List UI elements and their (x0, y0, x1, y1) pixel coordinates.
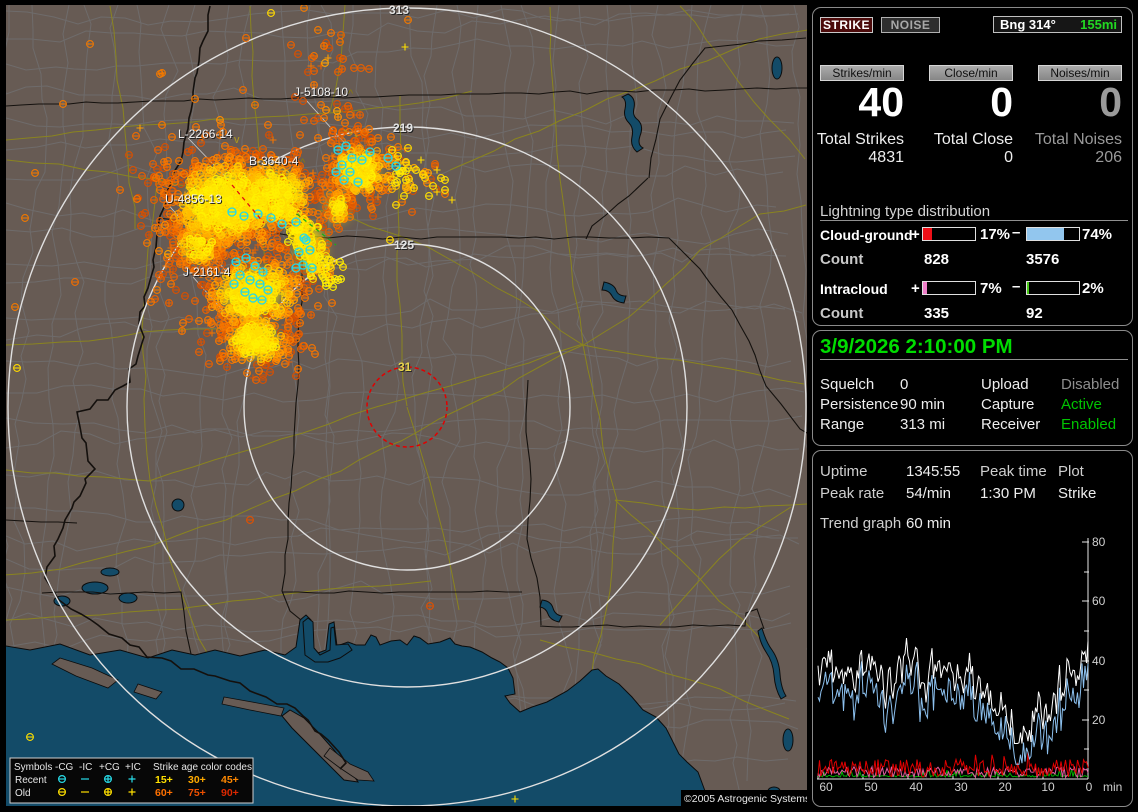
svg-text:J-2161-4: J-2161-4 (183, 265, 231, 279)
svg-text:Old: Old (15, 788, 31, 799)
svg-text:40: 40 (1092, 654, 1106, 668)
svg-text:219: 219 (394, 122, 414, 136)
svg-text:U-4856-13: U-4856-13 (165, 192, 222, 206)
svg-text:313: 313 (390, 5, 410, 18)
svg-text:L-2266-14: L-2266-14 (179, 128, 234, 142)
svg-text:31: 31 (399, 361, 413, 375)
svg-text:Strike age color codes: Strike age color codes (153, 762, 252, 773)
svg-text:15+: 15+ (155, 774, 173, 786)
svg-text:©2005 Astrogenic Systems: ©2005 Astrogenic Systems (684, 793, 807, 805)
svg-text:90+: 90+ (221, 787, 239, 799)
svg-text:0: 0 (1086, 780, 1093, 794)
svg-text:219: 219 (393, 121, 413, 135)
svg-text:20: 20 (998, 780, 1012, 794)
svg-text:J-2161-4: J-2161-4 (184, 266, 232, 280)
svg-text:60: 60 (819, 780, 833, 794)
svg-text:30+: 30+ (188, 774, 206, 786)
svg-text:125: 125 (394, 238, 414, 252)
svg-text:-CG: -CG (55, 762, 74, 773)
svg-text:U-4856-13: U-4856-13 (166, 193, 223, 207)
svg-text:60+: 60+ (155, 787, 173, 799)
svg-text:v: v (234, 134, 240, 146)
svg-text:J-5108-10: J-5108-10 (294, 85, 348, 99)
svg-text:^: ^ (300, 157, 306, 169)
svg-text:^: ^ (348, 88, 354, 100)
svg-text:min: min (1103, 780, 1122, 794)
svg-text:30: 30 (954, 780, 968, 794)
svg-text:+IC: +IC (125, 762, 141, 773)
svg-text:80: 80 (1092, 535, 1106, 549)
svg-text:50: 50 (864, 780, 878, 794)
svg-text:60: 60 (1092, 594, 1106, 608)
svg-text:20: 20 (1092, 713, 1106, 727)
svg-text:J-5108-10: J-5108-10 (295, 86, 349, 100)
svg-text:45+: 45+ (221, 774, 239, 786)
svg-text:B-3640-4: B-3640-4 (249, 154, 299, 168)
svg-text:10: 10 (1041, 780, 1055, 794)
svg-text:125: 125 (395, 239, 415, 253)
svg-text:+CG: +CG (99, 762, 120, 773)
svg-text:Recent: Recent (15, 775, 47, 786)
svg-text:L-2266-14: L-2266-14 (178, 127, 233, 141)
svg-text:Symbols: Symbols (14, 762, 52, 773)
svg-text:-IC: -IC (79, 762, 92, 773)
svg-text:40: 40 (909, 780, 923, 794)
svg-text:31: 31 (398, 360, 412, 374)
svg-text:75+: 75+ (188, 787, 206, 799)
svg-text:B-3640-4: B-3640-4 (250, 155, 300, 169)
svg-text:313: 313 (389, 5, 409, 17)
